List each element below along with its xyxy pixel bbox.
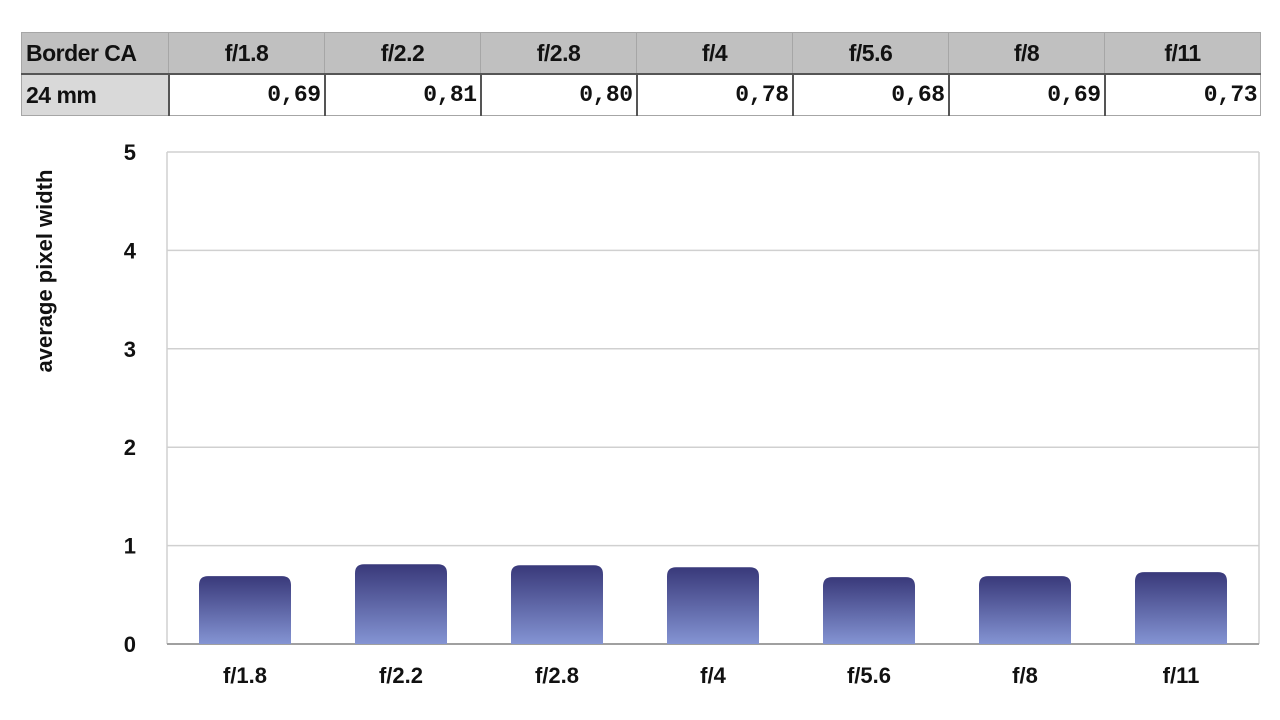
bar <box>355 564 447 644</box>
x-tick-label: f/1.8 <box>223 663 267 688</box>
table-header-cell: f/2.2 <box>324 32 481 75</box>
bar <box>511 565 603 644</box>
x-tick-label: f/8 <box>1012 663 1038 688</box>
table-value-cell: 0,81 <box>323 73 481 116</box>
x-tick-label: f/11 <box>1163 663 1200 688</box>
bar <box>667 567 759 644</box>
table-header-row: Border CA f/1.8 f/2.2 f/2.8 f/4 f/5.6 f/… <box>21 32 1261 75</box>
table-corner-label: Border CA <box>21 32 169 75</box>
y-tick-label: 4 <box>124 238 137 263</box>
y-tick-label: 0 <box>124 632 136 657</box>
x-tick-labels: f/1.8 f/2.2 f/2.8 f/4 f/5.6 f/8 f/11 <box>223 663 1199 688</box>
y-tick-label: 1 <box>124 534 136 559</box>
table-header-cell: f/5.6 <box>792 32 949 75</box>
table-value-cell: 0,80 <box>479 73 637 116</box>
bar <box>823 577 915 644</box>
table-row-label: 24 mm <box>21 73 169 116</box>
x-tick-label: f/5.6 <box>847 663 891 688</box>
bar <box>199 576 291 644</box>
table-value-cell: 0,69 <box>947 73 1105 116</box>
y-axis-label: average pixel width <box>32 170 57 373</box>
table-header-cell: f/2.8 <box>480 32 637 75</box>
y-tick-label: 3 <box>124 337 136 362</box>
x-tick-label: f/4 <box>700 663 726 688</box>
bar <box>1135 572 1227 644</box>
table-value-cell: 0,78 <box>635 73 793 116</box>
table-value-cell: 0,69 <box>167 73 325 116</box>
table-header-cell: f/8 <box>948 32 1105 75</box>
bars <box>199 564 1227 644</box>
table-header-cell: f/11 <box>1104 32 1261 75</box>
table-value-cell: 0,73 <box>1103 73 1261 116</box>
border-ca-table: Border CA f/1.8 f/2.2 f/2.8 f/4 f/5.6 f/… <box>21 32 1261 116</box>
x-tick-label: f/2.2 <box>379 663 423 688</box>
table-row: 24 mm 0,69 0,81 0,80 0,78 0,68 0,69 0,73 <box>21 73 1261 116</box>
y-tick-label: 5 <box>124 140 136 165</box>
table-header-cell: f/4 <box>636 32 793 75</box>
x-tick-label: f/2.8 <box>535 663 579 688</box>
y-tick-label: 2 <box>124 435 136 460</box>
bar <box>979 576 1071 644</box>
y-tick-labels: 0 1 2 3 4 5 <box>124 140 137 657</box>
